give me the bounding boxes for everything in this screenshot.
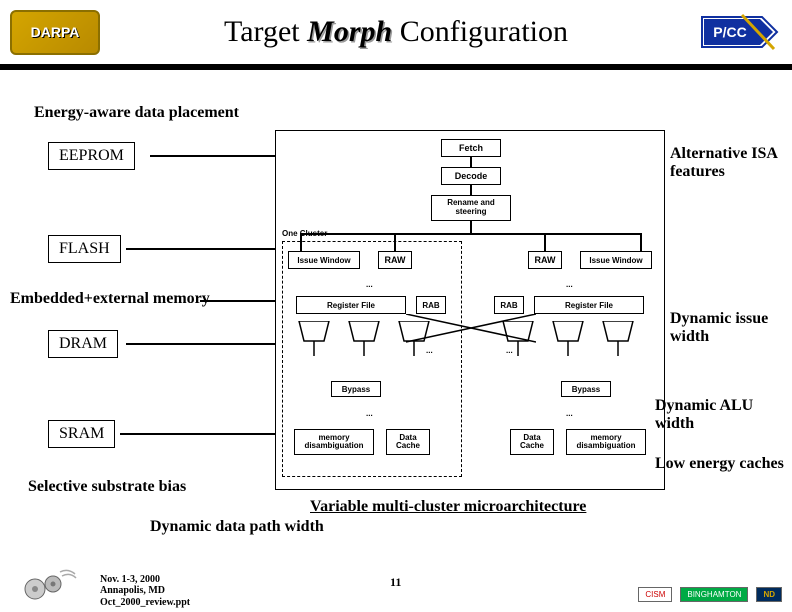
svg-text:P/CC: P/CC — [713, 24, 746, 40]
dyn-issue-label: Dynamic issue width — [670, 310, 785, 346]
selective-bias-label: Selective substrate bias — [28, 478, 186, 496]
memdis-r: memory disambiguation — [566, 429, 646, 455]
footer-meta: Nov. 1-3, 2000 Annapolis, MD Oct_2000_re… — [100, 574, 190, 609]
slide-title: Target Morph Configuration — [224, 15, 568, 49]
sram-line — [120, 433, 275, 435]
eeprom-text: EEPROM — [59, 147, 124, 164]
eeprom-box: EEPROM — [48, 142, 135, 170]
regfile-r: Register File — [534, 296, 644, 314]
footer-file: Oct_2000_review.ppt — [100, 597, 190, 609]
variable-mc-label: Variable multi-cluster microarchitecture — [310, 498, 586, 516]
gears-icon — [20, 564, 80, 604]
title-morph: Morph — [307, 15, 392, 48]
footer-date: Nov. 1-3, 2000 — [100, 574, 190, 586]
dots-l1: ... — [366, 280, 373, 289]
issue-window-l: Issue Window — [288, 251, 360, 269]
title-pre: Target — [224, 15, 307, 48]
footer-place: Annapolis, MD — [100, 585, 190, 597]
bypass-l: Bypass — [331, 381, 381, 397]
dots-r2: ... — [506, 346, 513, 355]
dram-box: DRAM — [48, 330, 118, 358]
dots-l3: ... — [366, 409, 373, 418]
alt-isa-label: Alternative ISA features — [670, 145, 785, 181]
vcr2 — [640, 233, 642, 251]
sram-text: SRAM — [59, 425, 104, 442]
cross-interconnect — [406, 314, 536, 344]
raw-r: RAW — [528, 251, 562, 269]
dots-r3: ... — [566, 409, 573, 418]
embedded-ext-label: Embedded+external memory — [10, 290, 210, 308]
low-energy-label: Low energy caches — [655, 455, 792, 473]
rab-l: RAB — [416, 296, 446, 314]
dcache-r: Data Cache — [510, 429, 554, 455]
bypass-r: Bypass — [561, 381, 611, 397]
v3 — [470, 221, 472, 233]
energy-aware-label: Energy-aware data placement — [34, 104, 239, 122]
flash-box: FLASH — [48, 235, 121, 263]
dram-text: DRAM — [59, 335, 107, 352]
v2 — [470, 185, 472, 195]
darpa-logo: DARPA — [10, 10, 100, 55]
vcr1 — [544, 233, 546, 251]
pacc-logo: P/CC — [692, 7, 782, 57]
dots-r1: ... — [566, 280, 573, 289]
hbus — [300, 233, 642, 235]
issue-window-r: Issue Window — [580, 251, 652, 269]
dram-line — [126, 343, 275, 345]
vcl2 — [394, 233, 396, 251]
dyn-datapath-label: Dynamic data path width — [150, 518, 324, 536]
emb-line — [200, 300, 275, 302]
dcache-l: Data Cache — [386, 429, 430, 455]
slide-header: DARPA Target Morph Configuration P/CC — [0, 0, 792, 70]
v1 — [470, 157, 472, 167]
dyn-alu-label: Dynamic ALU width — [655, 397, 792, 433]
eeprom-line — [150, 155, 275, 157]
decode-box: Decode — [441, 167, 501, 185]
sram-box: SRAM — [48, 420, 115, 448]
memdis-l: memory disambiguation — [294, 429, 374, 455]
rename-box: Rename and steering — [431, 195, 511, 221]
dots-l2: ... — [426, 346, 433, 355]
vcl1 — [300, 233, 302, 251]
regfile-l: Register File — [296, 296, 406, 314]
nd-logo: ND — [756, 587, 782, 602]
page-number: 11 — [390, 575, 401, 590]
one-cluster-label: One Cluster — [282, 229, 327, 238]
fetch-box: Fetch — [441, 139, 501, 157]
flash-line — [126, 248, 275, 250]
microarch-diagram: Fetch Decode Rename and steering One Clu… — [275, 130, 665, 490]
cism-logo: CISM — [638, 587, 672, 602]
footer-logos: CISM BINGHAMTON ND — [638, 587, 782, 602]
rab-r: RAB — [494, 296, 524, 314]
title-post: Configuration — [392, 15, 568, 48]
binghamton-logo: BINGHAMTON — [680, 587, 748, 602]
raw-l: RAW — [378, 251, 412, 269]
flash-text: FLASH — [59, 240, 110, 257]
